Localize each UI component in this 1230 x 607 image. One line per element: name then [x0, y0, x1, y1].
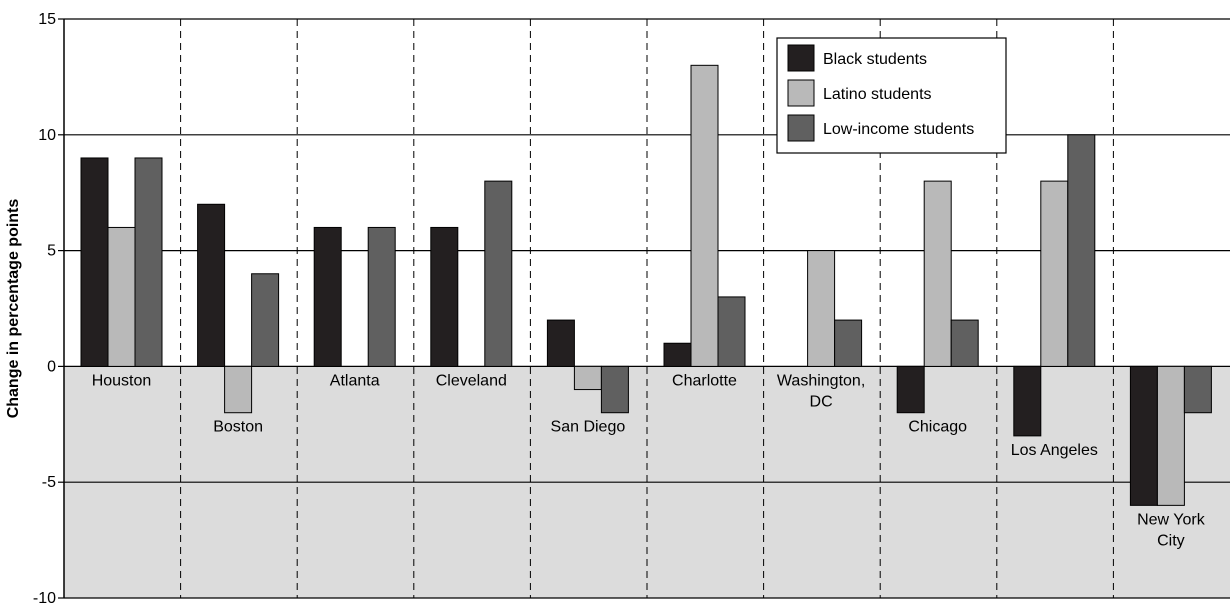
- bar-black-students-3: [430, 226, 459, 367]
- category-label: Boston: [213, 419, 263, 436]
- bar-latino-students-0: [107, 226, 136, 367]
- y-tick-label: 0: [47, 358, 56, 375]
- bar-latino-students-6: [807, 250, 836, 367]
- bar-low-income-students-0: [134, 157, 163, 367]
- y-tick-label: 15: [38, 11, 56, 28]
- bar-latino-students-4: [573, 365, 602, 391]
- bar-black-students-4: [546, 319, 575, 367]
- category-label: Charlotte: [672, 372, 737, 389]
- y-tick-label: 5: [47, 243, 56, 260]
- category-label: Washington,: [777, 372, 865, 389]
- category-label: Chicago: [908, 419, 967, 436]
- bar-latino-students-1: [224, 365, 253, 414]
- bar-low-income-students-1: [251, 273, 280, 367]
- y-axis-label: Change in percentage points: [5, 199, 22, 419]
- bar-black-students-1: [197, 203, 226, 367]
- bar-black-students-9: [1129, 365, 1158, 506]
- category-labels: Houston Boston Atlanta Cleveland San Diego Ch…: [92, 372, 1206, 549]
- bar-latino-students-9: [1156, 365, 1185, 506]
- bar-black-students-2: [313, 226, 342, 367]
- bar-latino-students-8: [1040, 180, 1069, 367]
- bar-latino-students-7: [923, 180, 952, 367]
- y-tick-label: -5: [42, 474, 56, 491]
- bar-black-students-5: [663, 342, 692, 367]
- y-tick-label: -10: [33, 590, 56, 607]
- legend-swatch: [787, 114, 815, 142]
- category-label: City: [1157, 532, 1185, 549]
- bar-black-students-0: [80, 157, 109, 367]
- legend-swatch: [787, 44, 815, 72]
- bar-latino-students-5: [690, 64, 719, 367]
- legend-label: Low-income students: [823, 121, 974, 138]
- bar-low-income-students-2: [367, 226, 396, 367]
- bar-low-income-students-7: [950, 319, 979, 367]
- legend-box: [776, 37, 1007, 154]
- bar-low-income-students-5: [717, 296, 746, 367]
- y-tick-label: 10: [38, 127, 56, 144]
- legend-swatch: [787, 79, 815, 107]
- bar-low-income-students-4: [600, 365, 629, 414]
- bar-low-income-students-6: [834, 319, 863, 367]
- vertical-separators: [180, 19, 1114, 598]
- category-label: Houston: [92, 372, 152, 389]
- category-label: New York: [1137, 511, 1206, 528]
- legend: Black students Latino students Low-income …: [776, 37, 1007, 154]
- y-axis-ticks: 15 10 5 0 -5 -10: [33, 11, 64, 607]
- bar-low-income-students-8: [1067, 134, 1096, 367]
- category-label: DC: [810, 393, 833, 410]
- category-label: San Diego: [551, 419, 626, 436]
- category-label: Los Angeles: [1011, 442, 1098, 459]
- category-label: Atlanta: [330, 372, 380, 389]
- bar-black-students-8: [1013, 365, 1042, 437]
- bar-low-income-students-9: [1183, 365, 1212, 414]
- legend-label: Latino students: [823, 86, 932, 103]
- bar-black-students-7: [896, 365, 925, 414]
- legend-label: Black students: [823, 51, 927, 68]
- category-label: Cleveland: [436, 372, 507, 389]
- bars: [80, 64, 1212, 506]
- bar-low-income-students-3: [484, 180, 513, 367]
